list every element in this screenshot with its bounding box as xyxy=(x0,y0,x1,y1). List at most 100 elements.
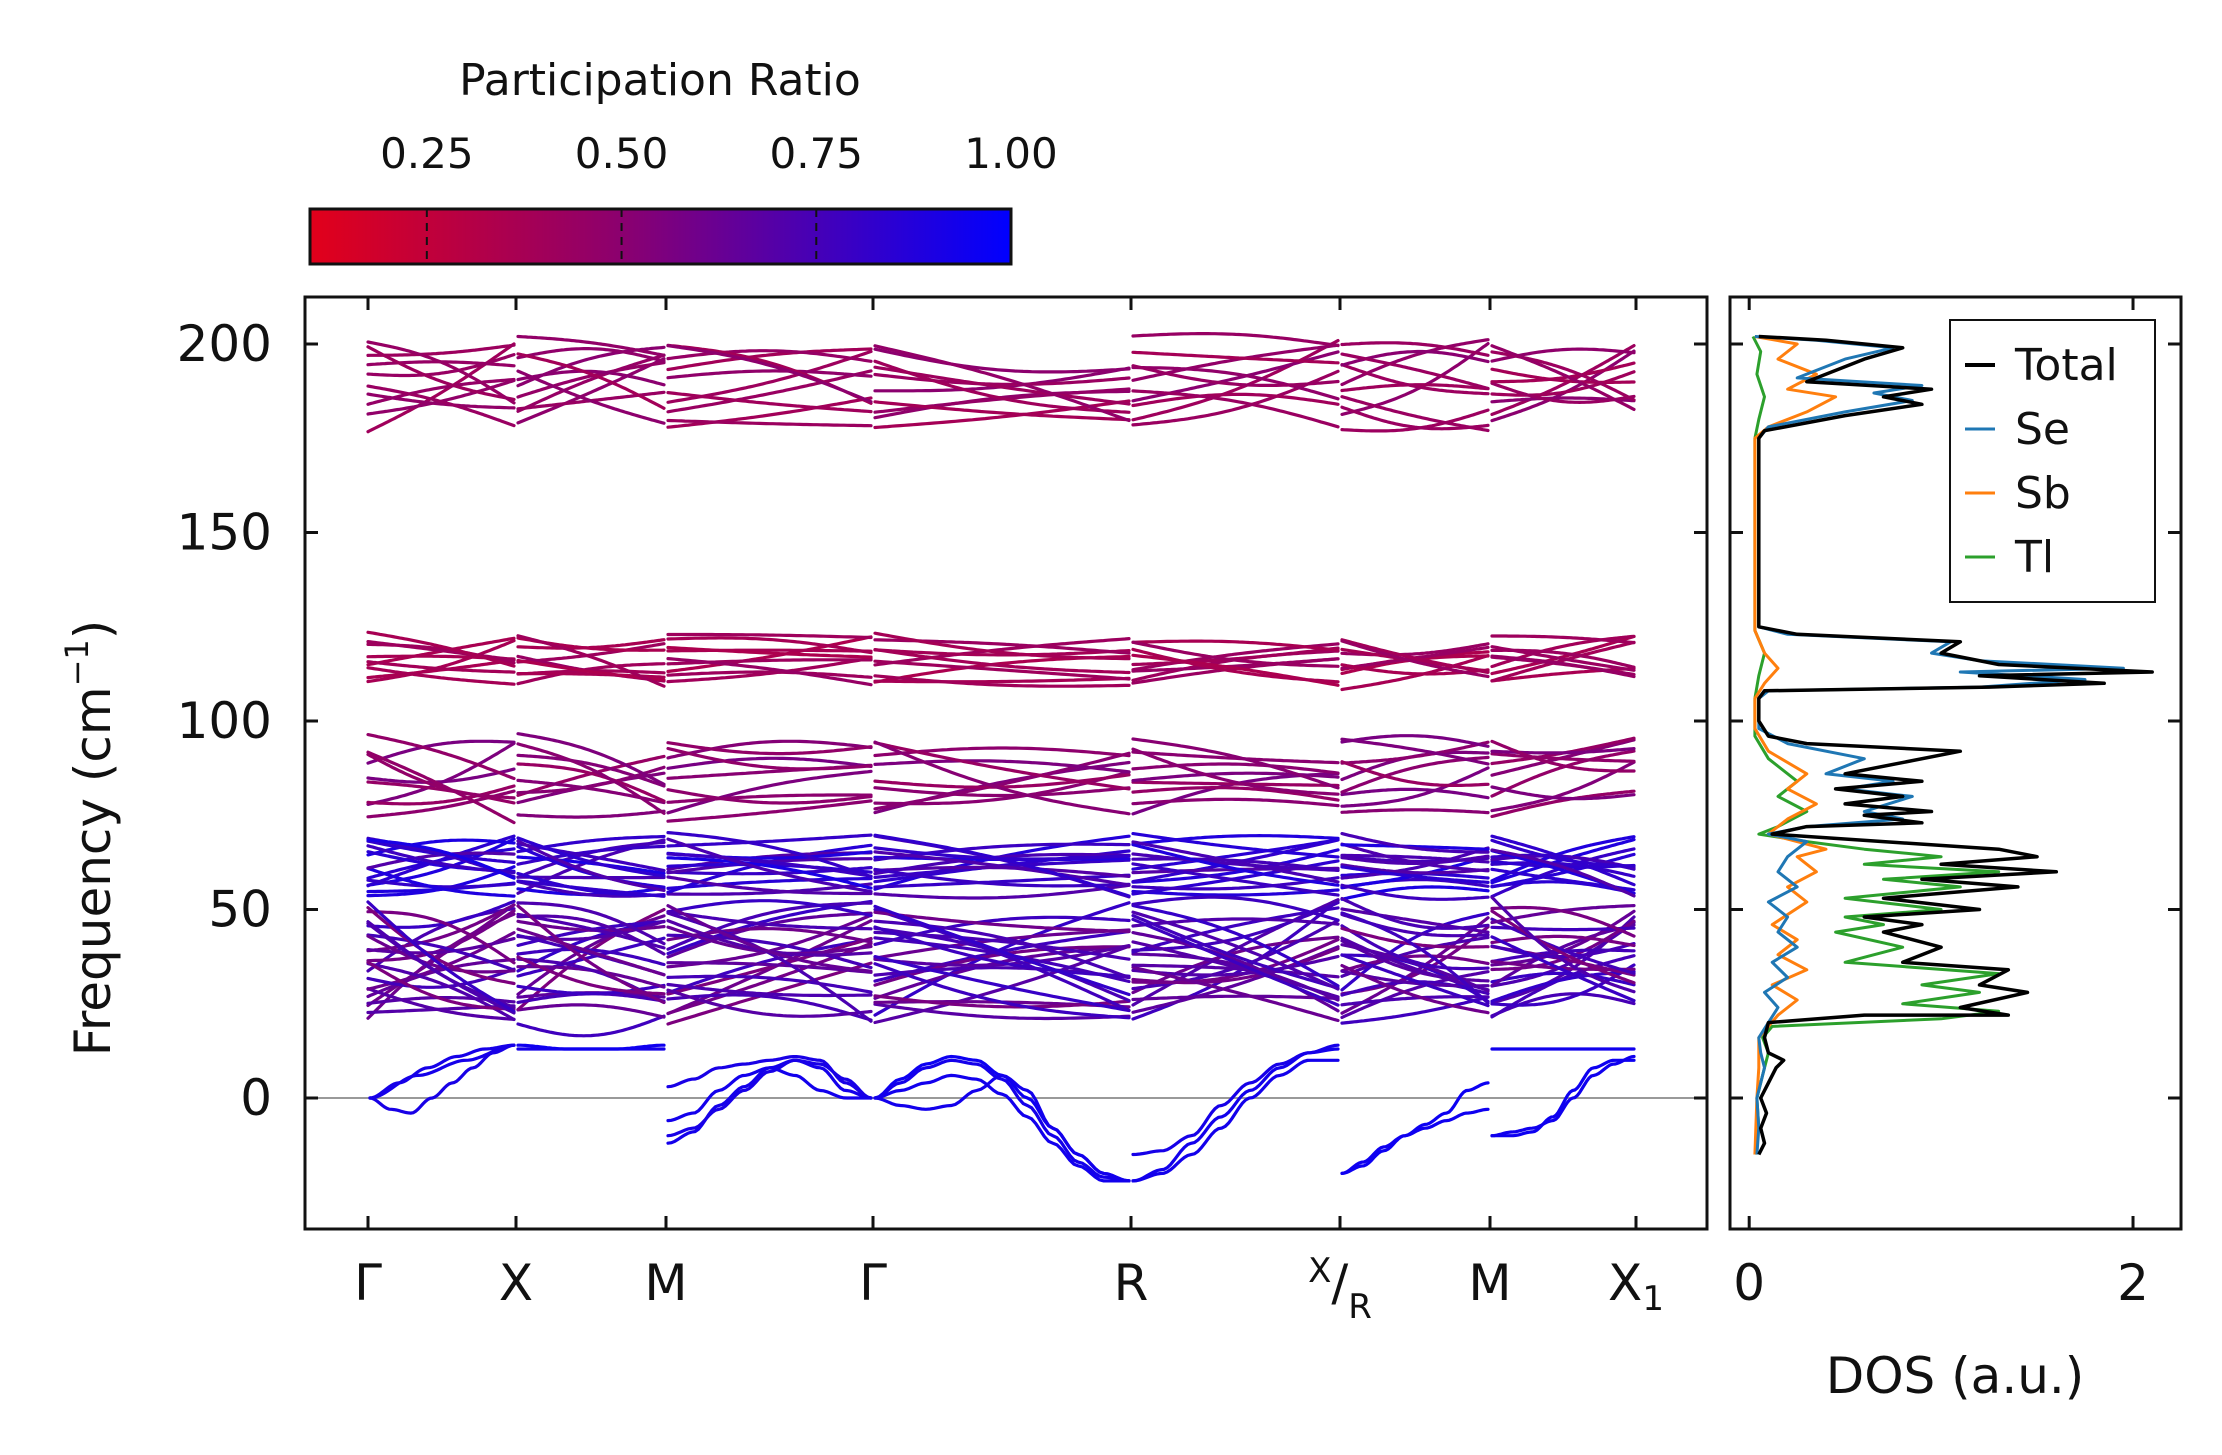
phonon-band xyxy=(516,765,666,795)
phonon-band xyxy=(666,769,873,815)
phonon-band xyxy=(1131,332,1340,348)
phonon-band xyxy=(1131,910,1340,991)
dos-x-tick-label: 0 xyxy=(1733,1254,1765,1312)
phonon-band xyxy=(1490,1058,1636,1138)
phonon-band xyxy=(516,904,666,1005)
phonon-band xyxy=(666,756,873,770)
phonon-band xyxy=(1131,917,1340,1007)
phonon-band xyxy=(366,630,516,668)
phonon-band xyxy=(873,907,1131,1012)
phonon-band xyxy=(873,842,1131,862)
phonon-band xyxy=(1340,863,1490,875)
phonon-band xyxy=(366,343,516,357)
phonon-band xyxy=(1490,785,1636,801)
phonon-band xyxy=(366,906,516,986)
k-label: X xyxy=(499,1254,533,1312)
phonon-band xyxy=(1131,640,1340,668)
phonon-band xyxy=(1340,865,1490,885)
phonon-band xyxy=(1131,947,1340,985)
phonon-band xyxy=(666,830,873,879)
phonon-band xyxy=(1131,639,1340,652)
phonon-band xyxy=(873,883,1131,900)
phonon-band xyxy=(1490,835,1636,883)
phonon-band xyxy=(1490,654,1636,679)
legend-label-sb: Sb xyxy=(2015,468,2071,519)
phonon-band xyxy=(1490,848,1636,898)
phonon-band xyxy=(1490,752,1636,763)
phonon-band xyxy=(873,1073,1131,1183)
phonon-band xyxy=(366,340,516,405)
phonon-band xyxy=(1340,338,1490,387)
phonon-band xyxy=(1131,392,1340,408)
phonon-band xyxy=(366,903,516,1008)
phonon-band xyxy=(366,900,516,1013)
phonon-band xyxy=(516,334,666,357)
phonon-band xyxy=(1131,954,1340,977)
phonon-band xyxy=(666,636,873,655)
phonon-band xyxy=(666,904,873,973)
phonon-band xyxy=(666,799,873,823)
phonon-band xyxy=(1131,833,1340,846)
legend-label-se: Se xyxy=(2015,404,2070,455)
phonon-band xyxy=(1131,940,1340,999)
phonon-band xyxy=(366,639,516,662)
phonon-band xyxy=(873,850,1131,887)
phonon-band xyxy=(1131,831,1340,859)
phonon-band xyxy=(1490,344,1636,416)
phonon-band xyxy=(516,947,666,967)
colorbar-tick-label: 0.75 xyxy=(770,129,864,178)
phonon-band xyxy=(666,993,873,1022)
phonon-band xyxy=(666,1066,873,1123)
phonon-band xyxy=(666,635,873,674)
phonon-band xyxy=(873,867,1131,888)
phonon-band xyxy=(516,369,666,425)
phonon-band xyxy=(666,852,873,878)
y-tick-label: 0 xyxy=(240,1069,272,1127)
phonon-band xyxy=(1340,740,1490,765)
phonon-band xyxy=(1490,361,1636,384)
phonon-band xyxy=(1340,737,1490,766)
phonon-band xyxy=(666,746,873,771)
phonon-band xyxy=(873,833,1131,898)
phonon-band xyxy=(1340,885,1490,901)
phonon-band xyxy=(1340,911,1490,1005)
phonon-band xyxy=(1131,747,1340,796)
phonon-band xyxy=(516,871,666,897)
phonon-band xyxy=(666,988,873,1018)
phonon-band xyxy=(1131,785,1340,802)
phonon-band xyxy=(873,925,1131,978)
phonon-band xyxy=(516,732,666,786)
phonon-band xyxy=(516,762,666,803)
phonon-band xyxy=(1490,370,1636,397)
phonon-band xyxy=(366,910,516,965)
phonon-band xyxy=(1131,903,1340,988)
phonon-band xyxy=(1131,737,1340,790)
phonon-band xyxy=(666,788,873,805)
phonon-band xyxy=(873,631,1131,661)
dos-series-sb xyxy=(1753,335,1838,1155)
phonon-band xyxy=(366,878,516,889)
phonon-band xyxy=(368,1043,516,1100)
phonon-band xyxy=(1131,965,1340,1023)
phonon-band xyxy=(366,660,516,674)
phonon-band xyxy=(1490,934,1636,948)
phonon-band xyxy=(1131,389,1340,429)
phonon-band xyxy=(516,809,666,819)
phonon-band xyxy=(873,647,1131,675)
phonon-band xyxy=(1131,657,1340,673)
phonon-band xyxy=(516,836,666,878)
dos-x-tick-label: 2 xyxy=(2117,1254,2149,1312)
phonon-band xyxy=(1340,911,1490,992)
k-label: Γ xyxy=(354,1254,382,1312)
phonon-band xyxy=(1131,1043,1340,1157)
phonon-band xyxy=(1131,339,1340,422)
phonon-band xyxy=(1490,971,1636,987)
phonon-band xyxy=(368,1043,516,1115)
phonon-band xyxy=(1131,888,1340,897)
phonon-band xyxy=(516,875,666,880)
phonon-band xyxy=(666,344,873,404)
phonon-band xyxy=(366,345,516,401)
band-axes-frame xyxy=(303,295,1709,1231)
dos-series-total xyxy=(1757,334,2154,1156)
phonon-band xyxy=(516,753,666,788)
